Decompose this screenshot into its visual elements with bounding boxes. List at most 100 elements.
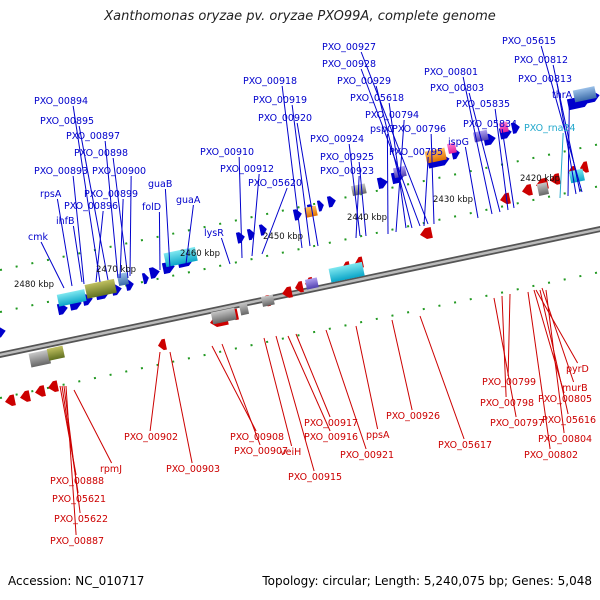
forward-leader-line xyxy=(395,119,405,233)
reverse-gene-label: PXO_00799 xyxy=(482,377,536,388)
forward-gene-label: PXO_00912 xyxy=(220,164,274,175)
forward-gene-arrow xyxy=(148,267,160,279)
forward-leader-line xyxy=(386,133,389,235)
forward-leader-line xyxy=(296,122,319,247)
forward-gene-arrow xyxy=(510,122,520,134)
forward-leader-line xyxy=(556,83,577,195)
forward-gene-label: PXO_00897 xyxy=(66,131,120,142)
genome-summary: Topology: circular; Length: 5,240,075 bp… xyxy=(262,574,592,588)
kbp-tick-label: 2430 kbp xyxy=(433,195,473,205)
reverse-gene-label: PXO_00916 xyxy=(304,432,358,443)
reverse-gene-label: PXO_05617 xyxy=(438,440,492,451)
forward-gene-label: PXO_05615 xyxy=(502,36,556,47)
reverse-gene-label: PXO_00804 xyxy=(538,434,592,445)
reverse-leader-line xyxy=(419,315,465,440)
forward-gene-label: PXO_00794 xyxy=(365,110,419,121)
forward-gene-arrow xyxy=(316,200,324,212)
forward-gene-label: PXO_00812 xyxy=(514,55,568,66)
reverse-gene-label: PXO_00802 xyxy=(524,450,578,461)
forward-leader-line xyxy=(291,104,311,247)
reverse-gene-label: PXO_00805 xyxy=(538,394,592,405)
forward-leader-line xyxy=(348,143,361,237)
forward-leader-line xyxy=(375,85,413,229)
reverse-gene-label: murB xyxy=(562,383,588,394)
forward-leader-line xyxy=(238,156,243,259)
reverse-gene-label: PXO_00902 xyxy=(124,432,178,443)
gene-cog-box xyxy=(28,349,52,368)
forward-gene-label: PXO_00928 xyxy=(322,59,376,70)
gene-cog-box xyxy=(46,345,65,361)
forward-leader-line xyxy=(567,99,570,197)
reverse-leader-line xyxy=(287,335,331,432)
forward-leader-line xyxy=(281,85,303,249)
forward-gene-label: PXO_00920 xyxy=(258,113,312,124)
forward-gene-label: PXO_00801 xyxy=(424,67,478,78)
forward-leader-line xyxy=(462,76,493,215)
reverse-gene-arrow xyxy=(550,173,561,185)
forward-leader-line xyxy=(185,204,194,265)
reverse-gene-label: PXO_00908 xyxy=(230,432,284,443)
reverse-gene-label: PXO_00926 xyxy=(386,411,440,422)
gene-cog-box xyxy=(328,261,365,283)
gene-cog-box xyxy=(424,147,447,164)
reverse-gene-label: PXO_05616 xyxy=(542,415,596,426)
reverse-gene-label: PXO_00907 xyxy=(234,446,288,457)
reverse-leader-line xyxy=(169,351,193,464)
forward-gene-label: pspC xyxy=(370,124,394,135)
reverse-gene-arrow xyxy=(5,394,16,407)
forward-gene-label: ispG xyxy=(448,137,469,148)
forward-gene-label: PXO_00923 xyxy=(320,166,374,177)
kbp-tick-label: 2470 kbp xyxy=(96,265,136,275)
reverse-leader-line xyxy=(493,297,517,418)
reverse-gene-label: ppsA xyxy=(366,430,390,441)
reverse-gene-label: PXO_00903 xyxy=(166,464,220,475)
forward-gene-label: PXO_00924 xyxy=(310,134,364,145)
forward-gene-label: ihfB xyxy=(56,216,75,227)
forward-gene-label: PXO_00919 xyxy=(253,95,307,106)
forward-leader-line xyxy=(360,68,421,227)
forward-leader-line xyxy=(119,198,124,279)
forward-gene-label: lysR xyxy=(204,228,224,239)
reverse-leader-line xyxy=(295,333,331,418)
forward-leader-line xyxy=(129,175,132,277)
forward-gene-arrow xyxy=(376,177,388,190)
forward-leader-line xyxy=(72,175,85,285)
forward-gene-label: PXO_05620 xyxy=(248,178,302,189)
forward-gene-label: PXO_00893 xyxy=(34,166,88,177)
reverse-gene-label: PXO_00887 xyxy=(50,536,104,547)
forward-leader-line xyxy=(261,187,288,255)
reverse-gene-arrow xyxy=(158,338,167,351)
forward-leader-line xyxy=(78,125,109,281)
kbp-tick-label: 2460 kbp xyxy=(180,249,220,259)
gene-cog-box xyxy=(304,277,319,290)
forward-leader-line xyxy=(251,173,260,257)
kbp-scale: 2420 kbp 2430 kbp 2440 kbp 2450 kbp 2460 kbp… xyxy=(14,174,560,290)
gene-cog-box xyxy=(303,205,318,218)
reverse-gene-arrow xyxy=(282,286,293,298)
reverse-gene-label: PXO_05621 xyxy=(52,494,106,505)
feature-track xyxy=(0,86,600,407)
reverse-gene-label: PXO_00797 xyxy=(490,418,544,429)
forward-gene-label: PXO_05618 xyxy=(350,93,404,104)
reverse-gene-label: PXO_05622 xyxy=(54,514,108,525)
forward-leader-line xyxy=(360,51,429,225)
forward-gene-label: thrA xyxy=(552,90,573,101)
reverse-gene-label: PXO_00921 xyxy=(340,450,394,461)
forward-gene-label: PXO_rna24 xyxy=(524,123,576,134)
forward-leader-line xyxy=(56,198,73,287)
reverse-gene-label: rpmJ xyxy=(100,464,122,475)
reverse-gene-label: pyrD xyxy=(566,364,589,375)
forward-gene-label: PXO_00910 xyxy=(200,147,254,158)
forward-leader-line xyxy=(388,102,407,229)
label-leaders xyxy=(40,45,583,536)
forward-leader-line xyxy=(104,140,119,279)
reverse-leader-line xyxy=(149,351,161,432)
forward-leader-line xyxy=(112,157,129,279)
reverse-leader-line xyxy=(221,343,261,446)
reverse-leader-line xyxy=(501,295,507,398)
reverse-gene-label: veiH xyxy=(280,447,301,458)
gene-cog-box xyxy=(210,307,237,325)
forward-leader-line xyxy=(358,161,367,237)
reverse-gene-arrow xyxy=(35,385,46,397)
